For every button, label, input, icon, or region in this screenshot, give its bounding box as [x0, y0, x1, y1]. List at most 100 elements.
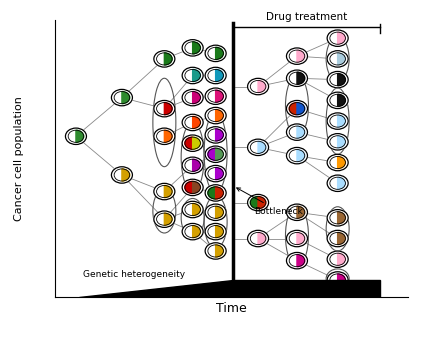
Wedge shape [122, 92, 130, 104]
Circle shape [182, 135, 203, 151]
Wedge shape [193, 181, 200, 193]
Wedge shape [164, 53, 172, 65]
Circle shape [327, 175, 348, 191]
Wedge shape [289, 72, 297, 84]
Circle shape [182, 157, 203, 174]
Circle shape [286, 147, 307, 164]
Wedge shape [250, 81, 258, 93]
Polygon shape [80, 280, 233, 297]
Circle shape [286, 48, 307, 64]
Wedge shape [216, 245, 224, 257]
Circle shape [327, 71, 348, 88]
Wedge shape [338, 115, 345, 127]
Wedge shape [258, 196, 266, 209]
Circle shape [182, 179, 203, 195]
Wedge shape [330, 212, 338, 224]
Wedge shape [185, 92, 193, 104]
Wedge shape [193, 116, 200, 128]
Circle shape [182, 40, 203, 56]
Wedge shape [297, 233, 305, 245]
Circle shape [327, 51, 348, 67]
Circle shape [248, 78, 269, 95]
Wedge shape [250, 141, 258, 153]
Wedge shape [164, 102, 172, 115]
Wedge shape [122, 169, 130, 181]
Circle shape [286, 124, 307, 140]
Circle shape [205, 185, 226, 201]
Wedge shape [338, 32, 345, 44]
Circle shape [327, 133, 348, 150]
Wedge shape [216, 206, 224, 218]
Wedge shape [216, 225, 224, 238]
Wedge shape [216, 47, 224, 59]
Wedge shape [330, 32, 338, 44]
Wedge shape [164, 130, 172, 142]
Wedge shape [164, 185, 172, 197]
Circle shape [182, 67, 203, 84]
Wedge shape [258, 81, 266, 93]
Wedge shape [208, 129, 216, 141]
Circle shape [327, 251, 348, 268]
Wedge shape [330, 274, 338, 286]
Circle shape [248, 139, 269, 156]
Circle shape [205, 204, 226, 220]
Wedge shape [193, 204, 200, 216]
Circle shape [286, 204, 307, 220]
Circle shape [205, 127, 226, 143]
Wedge shape [330, 233, 338, 245]
Wedge shape [114, 169, 122, 181]
Wedge shape [216, 129, 224, 141]
Circle shape [154, 183, 175, 200]
Wedge shape [216, 110, 224, 122]
Wedge shape [338, 73, 345, 86]
Wedge shape [289, 206, 297, 218]
Wedge shape [258, 233, 266, 245]
Wedge shape [185, 69, 193, 82]
Wedge shape [208, 148, 216, 160]
Wedge shape [208, 225, 216, 238]
Wedge shape [297, 126, 305, 138]
Polygon shape [233, 280, 380, 297]
Wedge shape [338, 156, 345, 168]
Wedge shape [157, 185, 164, 197]
Wedge shape [330, 53, 338, 65]
Wedge shape [208, 187, 216, 199]
Circle shape [205, 45, 226, 62]
Wedge shape [330, 253, 338, 265]
Wedge shape [216, 148, 224, 160]
Wedge shape [185, 159, 193, 172]
Wedge shape [338, 212, 345, 224]
Circle shape [286, 70, 307, 87]
Wedge shape [185, 204, 193, 216]
Wedge shape [157, 130, 164, 142]
Wedge shape [185, 137, 193, 149]
Wedge shape [185, 116, 193, 128]
Wedge shape [164, 213, 172, 225]
Wedge shape [289, 50, 297, 62]
Wedge shape [330, 136, 338, 148]
Wedge shape [297, 50, 305, 62]
Wedge shape [338, 177, 345, 189]
Circle shape [327, 210, 348, 226]
Circle shape [327, 154, 348, 171]
Wedge shape [193, 159, 200, 172]
Wedge shape [193, 137, 200, 149]
Wedge shape [216, 187, 224, 199]
Wedge shape [193, 225, 200, 238]
Wedge shape [216, 90, 224, 102]
Circle shape [248, 230, 269, 247]
Wedge shape [157, 53, 164, 65]
Circle shape [327, 230, 348, 247]
Circle shape [65, 128, 86, 145]
Wedge shape [193, 42, 200, 54]
X-axis label: Time: Time [216, 302, 247, 315]
Circle shape [205, 165, 226, 182]
Circle shape [205, 67, 226, 84]
Wedge shape [208, 245, 216, 257]
Wedge shape [216, 69, 224, 82]
Wedge shape [289, 254, 297, 267]
Wedge shape [338, 94, 345, 106]
Circle shape [205, 146, 226, 162]
Wedge shape [185, 225, 193, 238]
Wedge shape [185, 42, 193, 54]
